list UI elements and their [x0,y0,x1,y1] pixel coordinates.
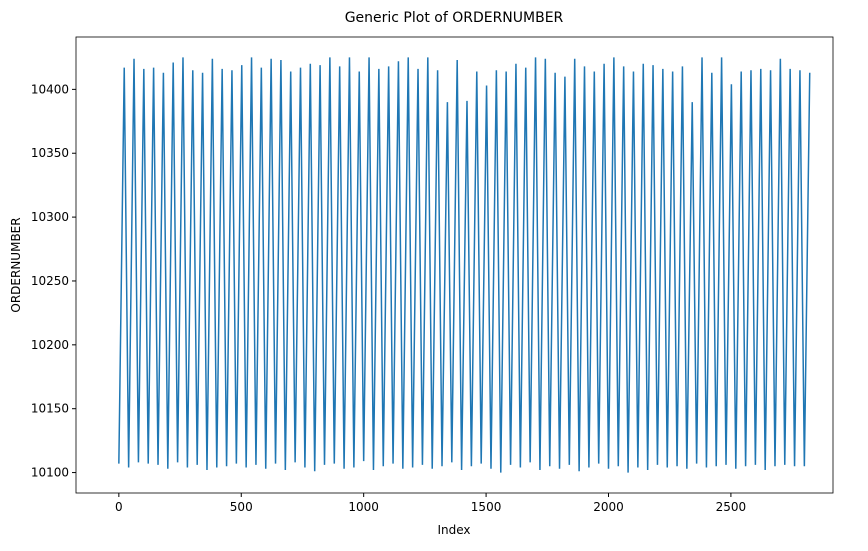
data-line [118,57,811,473]
x-tick-label: 500 [230,500,253,514]
x-tick-label: 1500 [471,500,502,514]
y-tick-label: 10250 [31,274,69,288]
x-tick-label: 2500 [716,500,747,514]
x-tick-label: 2000 [593,500,624,514]
y-axis-label: ORDERNUMBER [9,217,23,312]
y-tick-label: 10350 [31,146,69,160]
y-tick-label: 10300 [31,210,69,224]
y-tick-label: 10150 [31,402,69,416]
chart-title: Generic Plot of ORDERNUMBER [345,10,564,26]
y-tick-label: 10200 [31,338,69,352]
x-tick-label: 1000 [348,500,379,514]
y-tick-label: 10100 [31,466,69,480]
x-tick-label: 0 [115,500,123,514]
y-tick-label: 10400 [31,82,69,96]
x-axis-label: Index [437,523,470,537]
plot-frame [75,36,834,494]
